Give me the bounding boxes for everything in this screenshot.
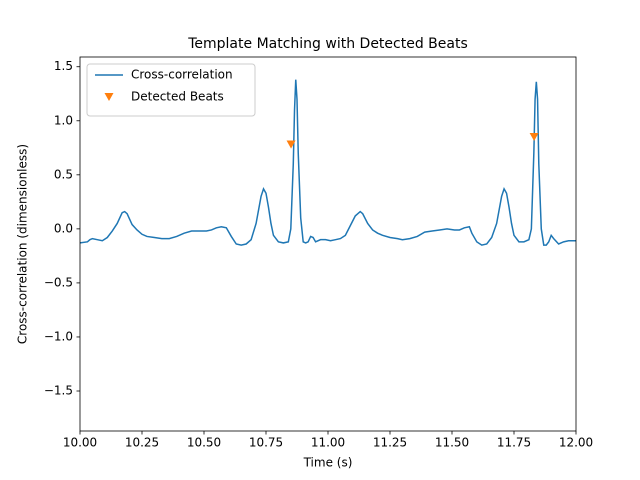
x-tick-label: 11.50 xyxy=(435,436,469,450)
legend-label: Cross-correlation xyxy=(131,68,233,82)
x-tick-label: 10.50 xyxy=(187,436,221,450)
chart-title: Template Matching with Detected Beats xyxy=(187,36,468,52)
x-tick-label: 11.00 xyxy=(311,436,345,450)
x-tick-label: 10.00 xyxy=(63,436,97,450)
y-tick-label: −1.5 xyxy=(44,384,73,398)
x-tick-label: 10.75 xyxy=(249,436,283,450)
y-tick-label: −1.0 xyxy=(44,329,73,343)
data-point xyxy=(286,140,296,149)
x-tick-label: 12.00 xyxy=(559,436,593,450)
data-point xyxy=(529,132,539,142)
y-tick-label: 0.0 xyxy=(54,221,73,235)
legend-label: Detected Beats xyxy=(131,90,224,104)
legend-marker xyxy=(104,92,114,102)
legend-box xyxy=(86,63,256,117)
x-tick-label: 11.75 xyxy=(497,436,531,450)
x-axis-label: Time (s) xyxy=(303,456,353,470)
plot-frame xyxy=(79,56,577,432)
data-line xyxy=(79,79,576,246)
x-tick-label: 10.25 xyxy=(125,436,159,450)
y-axis-label: Cross-correlation (dimensionless) xyxy=(16,144,30,344)
y-tick-label: 1.5 xyxy=(54,59,73,73)
y-tick-label: 1.0 xyxy=(54,113,73,127)
y-tick-label: 0.5 xyxy=(54,167,73,181)
x-tick-label: 11.25 xyxy=(373,436,407,450)
y-tick-label: −0.5 xyxy=(44,275,73,289)
